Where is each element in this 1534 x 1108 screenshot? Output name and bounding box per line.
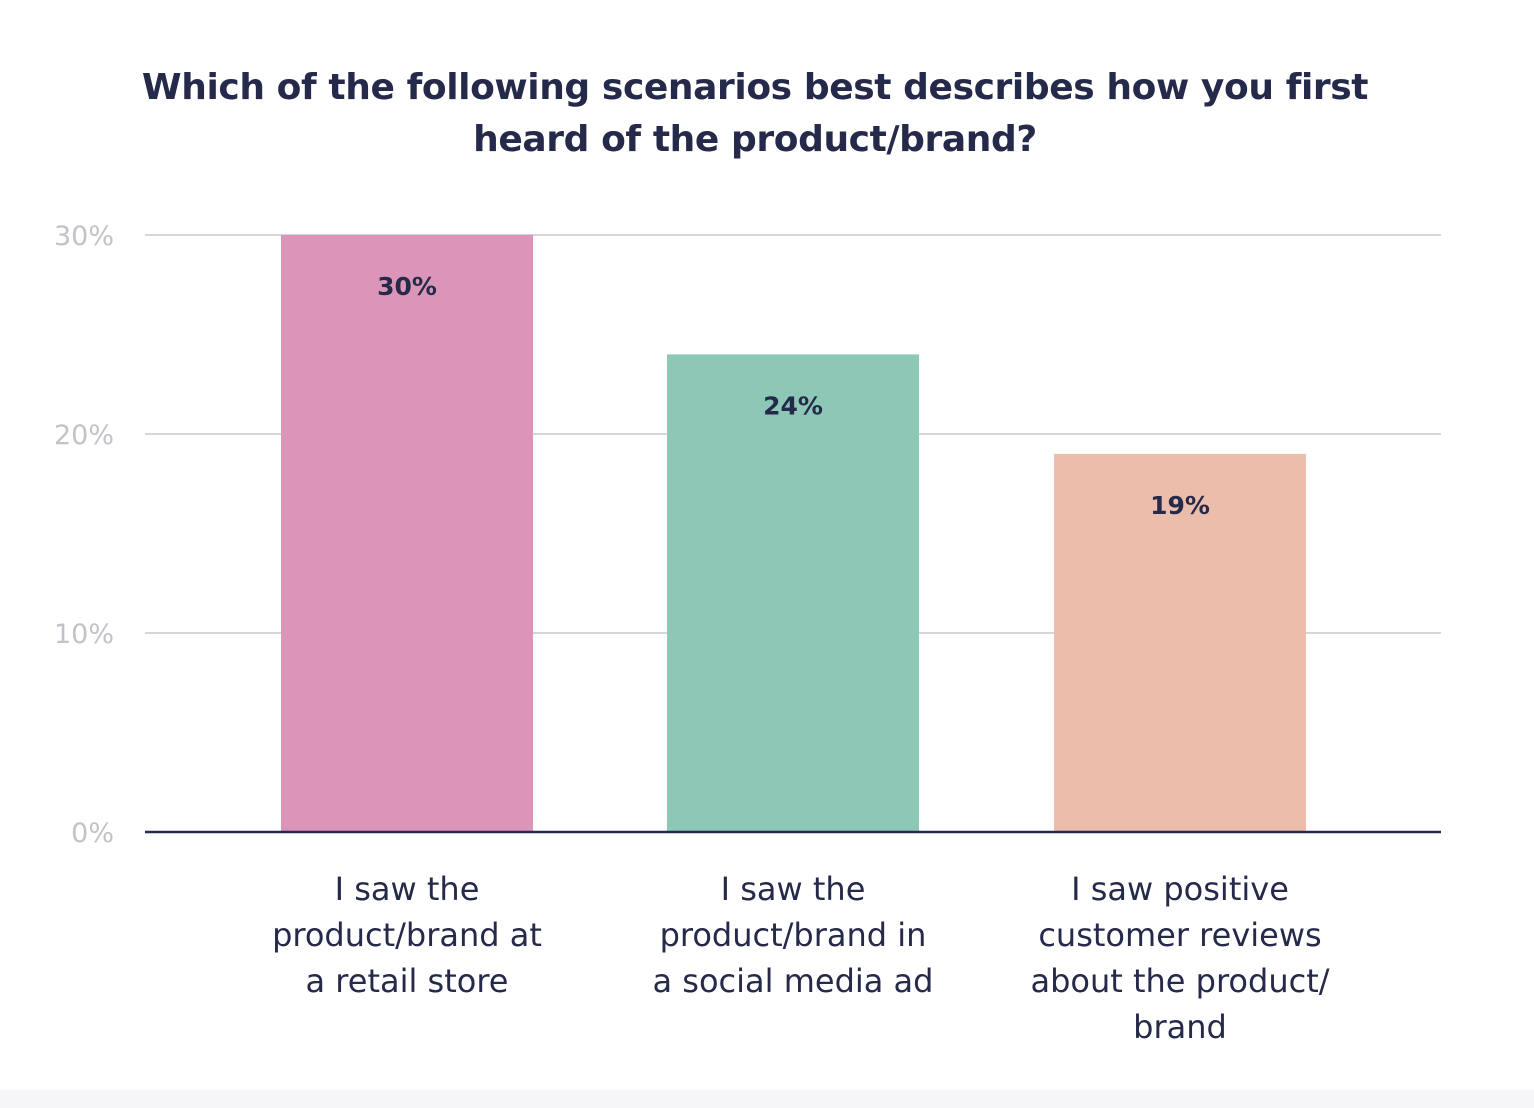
chart-title: Which of the following scenarios best de… xyxy=(0,62,1510,166)
data-label: 24% xyxy=(763,391,823,420)
category-label: I saw positive customer reviews about the … xyxy=(1030,870,1329,1046)
category-label-line: I saw positive xyxy=(1071,870,1289,908)
bottom-strip xyxy=(0,1090,1534,1108)
category-label-line: a social media ad xyxy=(653,962,934,1000)
category-label: I saw the product/brand at a retail store xyxy=(272,870,542,1000)
bar xyxy=(667,354,919,832)
y-tick-label: 10% xyxy=(54,619,114,650)
chart-title-line-2: heard of the product/brand? xyxy=(473,119,1037,160)
bar xyxy=(1054,453,1306,832)
category-label-line: about the product/ xyxy=(1030,962,1329,1000)
data-label: 19% xyxy=(1150,491,1210,520)
y-tick-label: 30% xyxy=(54,221,114,252)
category-label-line: brand xyxy=(1133,1008,1227,1046)
y-tick-label: 0% xyxy=(71,818,114,849)
data-label: 30% xyxy=(377,272,437,301)
category-label-line: product/brand in xyxy=(660,916,927,954)
category-label-line: a retail store xyxy=(306,962,509,1000)
category-label: I saw the product/brand in a social media … xyxy=(653,870,934,1000)
category-label-line: I saw the xyxy=(335,870,480,908)
category-label-line: I saw the xyxy=(721,870,866,908)
chart-title-line-1: Which of the following scenarios best de… xyxy=(141,67,1369,108)
category-label-line: customer reviews xyxy=(1038,916,1321,954)
bar xyxy=(281,235,533,832)
y-tick-label: 20% xyxy=(54,420,114,451)
category-label-line: product/brand at xyxy=(272,916,542,954)
